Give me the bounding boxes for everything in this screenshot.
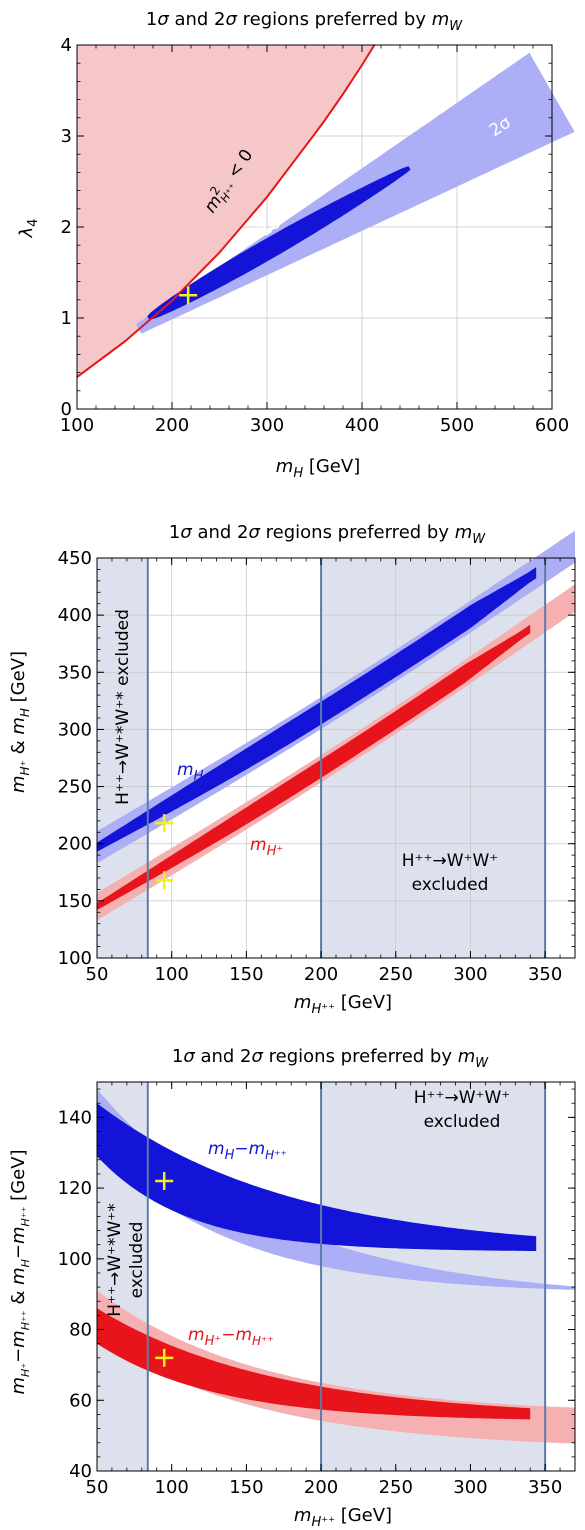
panel-3-series-label-upper: mH−mH⁺⁺	[208, 1139, 287, 1163]
panel-2-excluded-left-label: H⁺⁺→W⁺*W⁺* excluded	[113, 609, 133, 805]
x-tick-label: 50	[86, 1477, 109, 1498]
x-tick-label: 350	[528, 1477, 562, 1498]
x-tick-label: 250	[379, 964, 413, 985]
y-tick-label: 0	[61, 399, 72, 420]
y-tick-label: 250	[58, 777, 92, 798]
y-tick-label: 140	[58, 1107, 92, 1128]
x-tick-label: 100	[60, 415, 94, 436]
panel-3-x-axis-label: mH⁺⁺ [GeV]	[294, 1505, 392, 1530]
x-tick-label: 500	[440, 415, 474, 436]
panel-1: 1σ and 2σ regions preferred by mW 100 200…	[16, 9, 575, 481]
y-tick-label: 350	[58, 662, 92, 683]
panel-2-excluded-right-label-2: excluded	[412, 875, 489, 895]
panel-1-y-axis-label: λ4	[16, 219, 41, 239]
x-tick-label: 300	[453, 964, 487, 985]
panel-2-axis-ticks: 50 100 150 200 250 300 35010015020025030035040…	[58, 548, 576, 985]
panel-2-best-fit-markers	[155, 814, 174, 890]
x-tick-label: 100	[155, 964, 189, 985]
panel-3-excluded-left-label-2: excluded	[127, 1222, 147, 1299]
y-tick-label: 60	[69, 1390, 92, 1411]
panel-3-exclusion-lines	[146, 1082, 547, 1471]
panel-3-excluded-left-label-1: H⁺⁺→W⁺*W⁺*	[105, 1203, 125, 1317]
panel-1-x-axis-label: mH [GeV]	[276, 456, 360, 481]
y-tick-label: 3	[61, 126, 72, 147]
panel-3-title: 1σ and 2σ regions preferred by mW	[172, 1046, 489, 1071]
x-tick-label: 400	[345, 415, 379, 436]
panel-2-series-label-mH: mH	[177, 760, 204, 784]
panel-3-excluded-right-label-1: H⁺⁺→W⁺W⁺	[414, 1088, 511, 1108]
panel-2-bands	[97, 530, 575, 921]
x-tick-label: 250	[379, 1477, 413, 1498]
panel-3-bands	[97, 1089, 575, 1444]
panel-2-exclusion-lines	[146, 558, 547, 958]
panel-2: 1σ and 2σ regions preferred by mW 50 100 1…	[8, 522, 576, 1017]
x-tick-label: 100	[155, 1477, 189, 1498]
y-tick-label: 100	[58, 948, 92, 969]
x-tick-label: 600	[535, 415, 569, 436]
panel-3-axis-ticks: 50 100 150 200 250 300 350 40 60 80 100 120 140	[58, 1082, 576, 1498]
x-tick-label: 300	[250, 415, 284, 436]
panel-2-excluded-right-label-1: H⁺⁺→W⁺W⁺	[402, 851, 499, 871]
panel-3-best-fit-markers	[155, 1172, 174, 1367]
y-tick-label: 400	[58, 605, 92, 626]
panel-1-title: 1σ and 2σ regions preferred by mW	[146, 9, 463, 34]
y-tick-label: 80	[69, 1320, 92, 1341]
x-tick-label: 200	[304, 1477, 338, 1498]
panel-3-excluded-right-label-2: excluded	[424, 1112, 501, 1132]
panel-1-best-fit-marker	[179, 286, 198, 305]
y-tick-label: 40	[69, 1461, 92, 1482]
x-tick-label: 150	[229, 1477, 263, 1498]
panel-3-y-axis-label: mH⁺−mH⁺⁺ & mH−mH⁺⁺ [GeV]	[8, 1149, 32, 1394]
panel-2-series-label-mHp: mH⁺	[250, 835, 283, 859]
y-tick-label: 1	[61, 308, 72, 329]
panel-2-y-axis-label: mH⁺ & mH [GeV]	[8, 651, 32, 793]
y-tick-label: 300	[58, 719, 92, 740]
band-1sigma-lower	[97, 1308, 531, 1420]
band-1sigma-series-1	[97, 624, 531, 910]
x-tick-label: 350	[528, 964, 562, 985]
band-1sigma-series-0	[97, 567, 537, 852]
x-tick-label: 150	[229, 964, 263, 985]
y-tick-label: 2	[61, 217, 72, 238]
y-tick-label: 200	[58, 834, 92, 855]
band-1sigma-upper	[97, 1103, 537, 1251]
x-tick-label: 200	[155, 415, 189, 436]
x-tick-label: 50	[86, 964, 109, 985]
y-tick-label: 450	[58, 548, 92, 569]
panel-1-axis-ticks: 100 200 300 400 500 600 0 1 2 3 4	[60, 35, 569, 436]
y-tick-label: 100	[58, 1249, 92, 1270]
x-tick-label: 200	[304, 964, 338, 985]
x-tick-label: 300	[453, 1477, 487, 1498]
panel-2-x-axis-label: mH⁺⁺ [GeV]	[294, 992, 392, 1017]
panel-1-1sigma-band	[147, 166, 411, 320]
y-tick-label: 120	[58, 1178, 92, 1199]
panel-1-excluded-region	[77, 45, 375, 378]
panel-1-excluded-boundary	[76, 44, 376, 378]
panel-3: 1σ and 2σ regions preferred by mW 50 100 1…	[8, 1046, 576, 1530]
panel-2-title: 1σ and 2σ regions preferred by mW	[169, 522, 486, 547]
y-tick-label: 4	[61, 35, 72, 56]
panel-3-series-label-lower: mH⁺−mH⁺⁺	[188, 1325, 274, 1349]
y-tick-label: 150	[58, 891, 92, 912]
